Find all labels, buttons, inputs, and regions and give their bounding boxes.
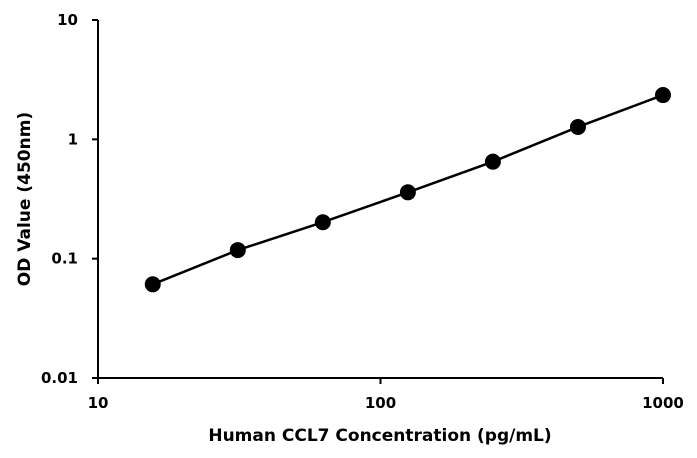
tick-marks bbox=[92, 19, 664, 384]
tick-labels: 10 100 1000 0.01 0.1 1 10 bbox=[41, 11, 684, 412]
data-point-4 bbox=[484, 153, 501, 170]
x-tick-label-1000: 1000 bbox=[642, 394, 684, 412]
series-layer bbox=[144, 87, 671, 293]
x-tick-label-100: 100 bbox=[365, 394, 396, 412]
data-point-1 bbox=[229, 242, 246, 259]
x-axis-title: Human CCL7 Concentration (pg/mL) bbox=[208, 426, 551, 446]
y-axis-title: OD Value (450nm) bbox=[15, 112, 35, 286]
data-point-2 bbox=[314, 214, 331, 231]
data-point-3 bbox=[399, 184, 416, 201]
data-point-0 bbox=[144, 276, 161, 293]
data-point-5 bbox=[569, 118, 586, 135]
y-tick-label-0.01: 0.01 bbox=[41, 369, 78, 387]
data-point-6 bbox=[655, 87, 671, 104]
y-tick-label-0.1: 0.1 bbox=[51, 250, 78, 268]
axes bbox=[97, 20, 663, 379]
y-tick-label-10: 10 bbox=[57, 11, 78, 29]
y-tick-label-1: 1 bbox=[68, 130, 78, 148]
x-tick-label-10: 10 bbox=[88, 394, 109, 412]
